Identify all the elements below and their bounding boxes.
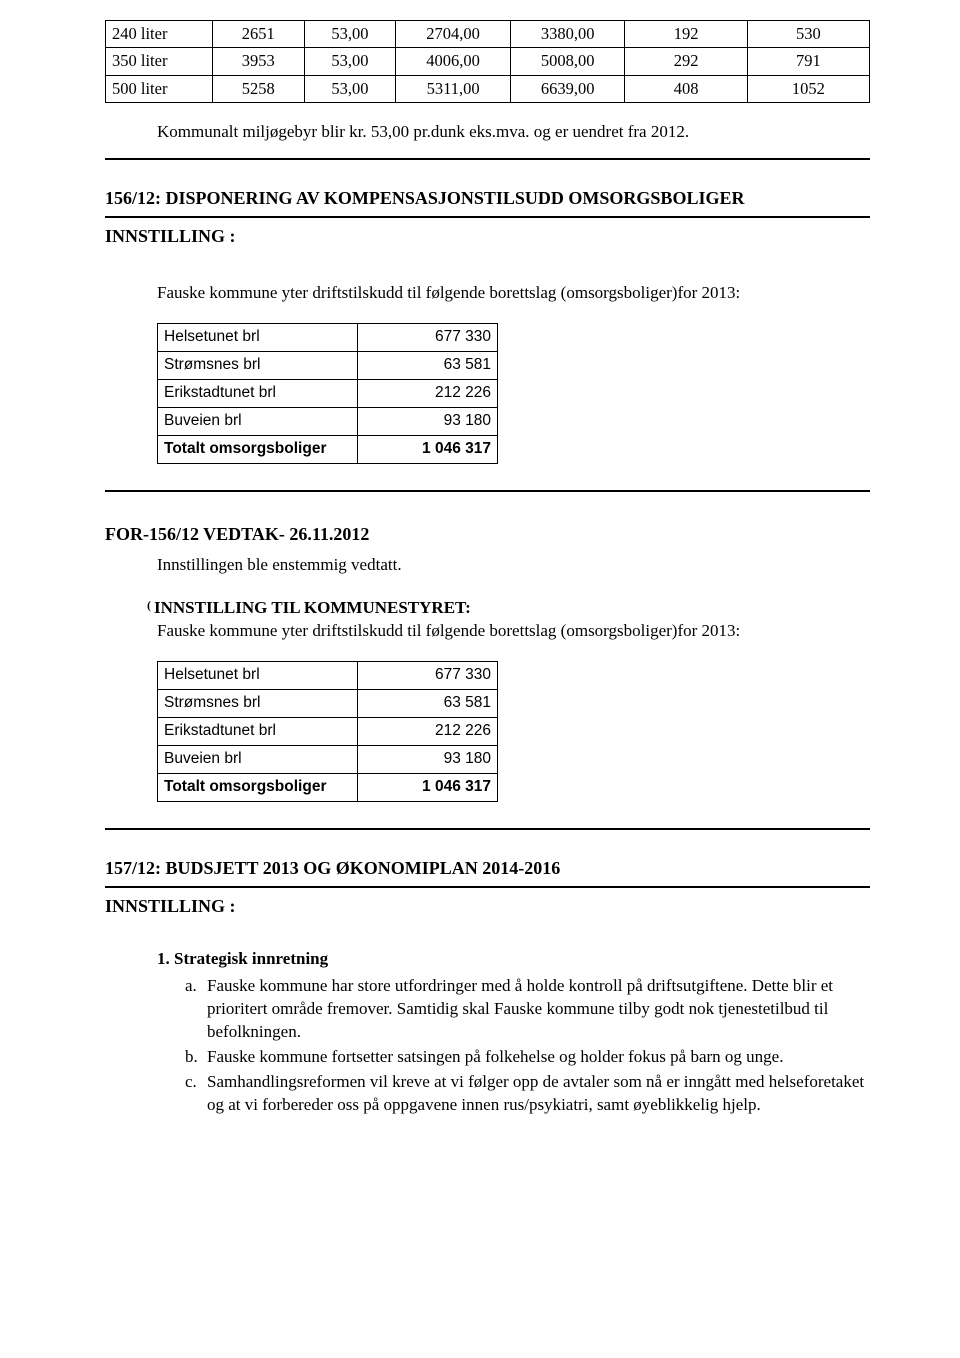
table-cell: Erikstadtunet brl bbox=[158, 380, 358, 408]
table-cell: 6639,00 bbox=[510, 75, 625, 102]
table-cell: 1052 bbox=[747, 75, 869, 102]
sec156-intro: Fauske kommune yter driftstilskudd til f… bbox=[157, 282, 870, 305]
table-cell: Erikstadtunet brl bbox=[158, 717, 358, 745]
table-row: 240 liter265153,002704,003380,00192530 bbox=[106, 21, 870, 48]
table-cell: 212 226 bbox=[358, 380, 498, 408]
table-row: Totalt omsorgsboliger1 046 317 bbox=[158, 773, 498, 801]
list-item: c.Samhandlingsreformen vil kreve at vi f… bbox=[185, 1071, 870, 1117]
divider bbox=[105, 886, 870, 888]
innstilling-label-157: INNSTILLING : bbox=[105, 894, 870, 918]
table-cell: Helsetunet brl bbox=[158, 661, 358, 689]
table-cell: 4006,00 bbox=[396, 48, 511, 75]
divider bbox=[105, 216, 870, 218]
table-cell: Totalt omsorgsboliger bbox=[158, 435, 358, 463]
table-cell: Buveien brl bbox=[158, 745, 358, 773]
table-cell: 677 330 bbox=[358, 324, 498, 352]
table-row: Totalt omsorgsboliger1 046 317 bbox=[158, 435, 498, 463]
table-row: Helsetunet brl677 330 bbox=[158, 661, 498, 689]
section-157-title: 157/12: BUDSJETT 2013 OG ØKONOMIPLAN 201… bbox=[105, 856, 870, 880]
table-cell: 500 liter bbox=[106, 75, 213, 102]
table-cell: 791 bbox=[747, 48, 869, 75]
table-cell: Totalt omsorgsboliger bbox=[158, 773, 358, 801]
table-cell: 1 046 317 bbox=[358, 435, 498, 463]
vedtak-line: Innstillingen ble enstemmig vedtatt. bbox=[157, 554, 870, 577]
table-row: Buveien brl93 180 bbox=[158, 408, 498, 436]
list-title: 1. Strategisk innretning bbox=[157, 948, 870, 971]
table-cell: 350 liter bbox=[106, 48, 213, 75]
list-text: Samhandlingsreformen vil kreve at vi føl… bbox=[207, 1071, 870, 1117]
table-cell: 93 180 bbox=[358, 745, 498, 773]
table-cell: 292 bbox=[625, 48, 747, 75]
section-156-title: 156/12: DISPONERING AV KOMPENSASJONSTILS… bbox=[105, 186, 870, 210]
divider bbox=[105, 828, 870, 830]
table-cell: 63 581 bbox=[358, 352, 498, 380]
innstilling-label: INNSTILLING : bbox=[105, 224, 870, 248]
table-row: Erikstadtunet brl212 226 bbox=[158, 380, 498, 408]
table-cell: Strømsnes brl bbox=[158, 352, 358, 380]
list-marker: a. bbox=[185, 975, 207, 1044]
table-cell: 53,00 bbox=[304, 21, 396, 48]
table-cell: 63 581 bbox=[358, 689, 498, 717]
table-row: Erikstadtunet brl212 226 bbox=[158, 717, 498, 745]
list-item: a.Fauske kommune har store utfordringer … bbox=[185, 975, 870, 1044]
table-row: Helsetunet brl677 330 bbox=[158, 324, 498, 352]
table-row: Strømsnes brl63 581 bbox=[158, 352, 498, 380]
table-cell: 677 330 bbox=[358, 661, 498, 689]
strategic-section: 1. Strategisk innretning a.Fauske kommun… bbox=[157, 948, 870, 1117]
liter-pricing-table: 240 liter265153,002704,003380,0019253035… bbox=[105, 20, 870, 103]
divider bbox=[105, 490, 870, 492]
table-cell: 1 046 317 bbox=[358, 773, 498, 801]
list-text: Fauske kommune har store utfordringer me… bbox=[207, 975, 870, 1044]
table-cell: 53,00 bbox=[304, 48, 396, 75]
vedtak-inner-head: (INNSTILLING TIL KOMMUNESTYRET: bbox=[147, 597, 870, 620]
table-cell: 212 226 bbox=[358, 717, 498, 745]
table-row: 500 liter525853,005311,006639,004081052 bbox=[106, 75, 870, 102]
table-cell: 3380,00 bbox=[510, 21, 625, 48]
table-cell: 5258 bbox=[212, 75, 304, 102]
table-cell: 530 bbox=[747, 21, 869, 48]
table-cell: 53,00 bbox=[304, 75, 396, 102]
table-cell: 2651 bbox=[212, 21, 304, 48]
table-cell: Buveien brl bbox=[158, 408, 358, 436]
table-cell: 5008,00 bbox=[510, 48, 625, 75]
list-marker: c. bbox=[185, 1071, 207, 1117]
paren-mark-icon: ( bbox=[147, 598, 151, 612]
vedtak-table: Helsetunet brl677 330Strømsnes brl63 581… bbox=[157, 661, 498, 802]
table-row: 350 liter395353,004006,005008,00292791 bbox=[106, 48, 870, 75]
table-cell: 192 bbox=[625, 21, 747, 48]
table-cell: 240 liter bbox=[106, 21, 213, 48]
table-cell: 3953 bbox=[212, 48, 304, 75]
list-text: Fauske kommune fortsetter satsingen på f… bbox=[207, 1046, 783, 1069]
table-cell: Strømsnes brl bbox=[158, 689, 358, 717]
divider bbox=[105, 158, 870, 160]
table-cell: 408 bbox=[625, 75, 747, 102]
vedtak-title: FOR-156/12 VEDTAK- 26.11.2012 bbox=[105, 522, 870, 546]
table-cell: 93 180 bbox=[358, 408, 498, 436]
note-miljogebyr: Kommunalt miljøgebyr blir kr. 53,00 pr.d… bbox=[157, 121, 870, 144]
table-cell: 5311,00 bbox=[396, 75, 511, 102]
sec156-table: Helsetunet brl677 330Strømsnes brl63 581… bbox=[157, 323, 498, 464]
vedtak-inner-para: Fauske kommune yter driftstilskudd til f… bbox=[157, 620, 870, 643]
table-cell: 2704,00 bbox=[396, 21, 511, 48]
table-row: Strømsnes brl63 581 bbox=[158, 689, 498, 717]
table-row: Buveien brl93 180 bbox=[158, 745, 498, 773]
table-cell: Helsetunet brl bbox=[158, 324, 358, 352]
list-item: b.Fauske kommune fortsetter satsingen på… bbox=[185, 1046, 870, 1069]
list-marker: b. bbox=[185, 1046, 207, 1069]
